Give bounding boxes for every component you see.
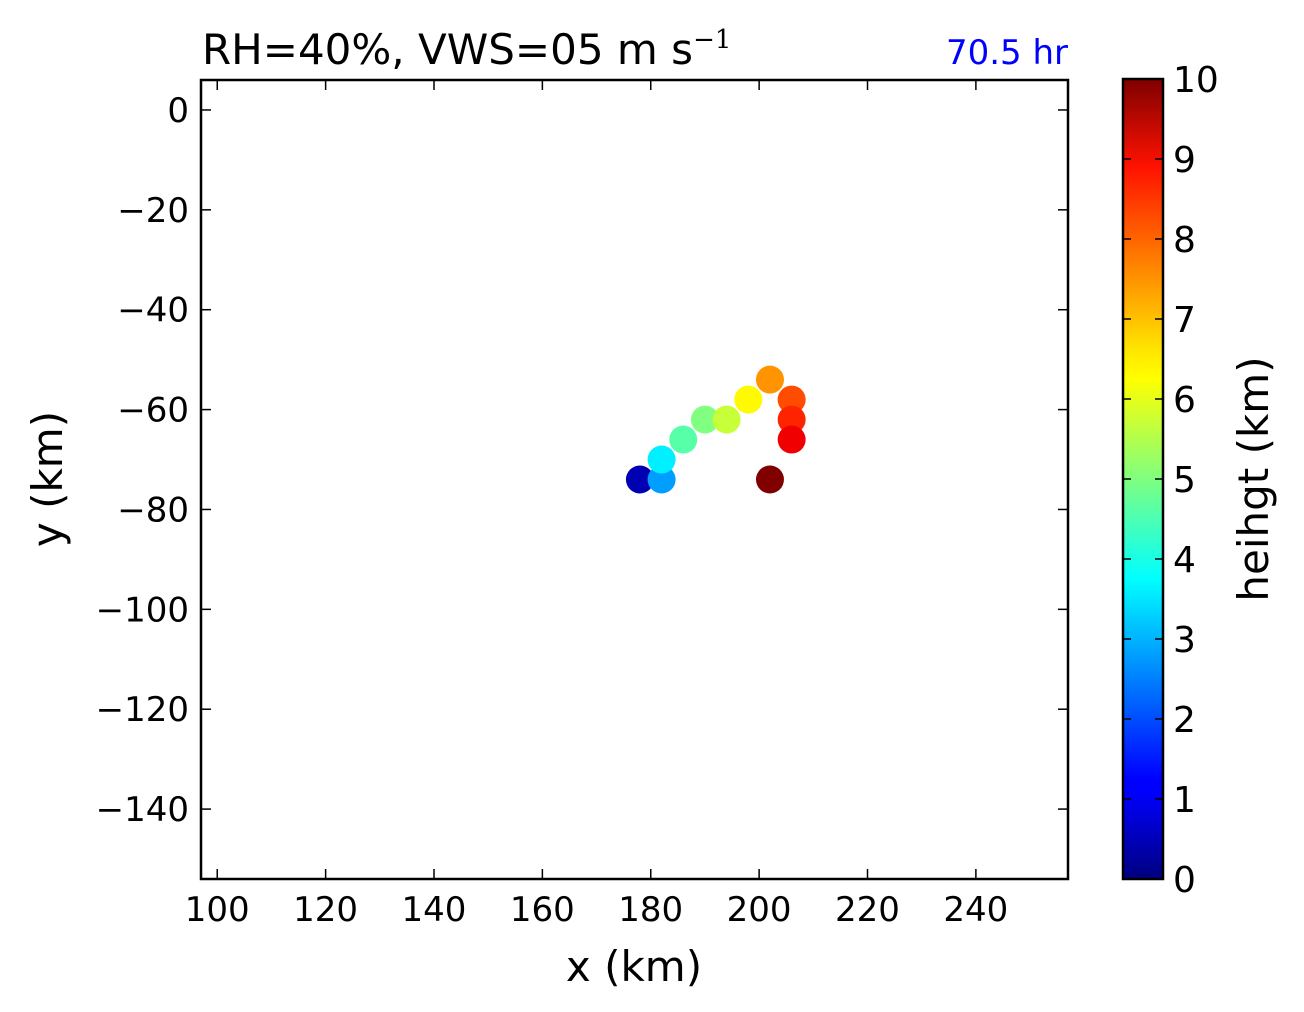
colorbar-tick-label: 9 <box>1173 140 1196 181</box>
data-point <box>777 425 806 454</box>
data-point <box>690 405 719 434</box>
x-axis-label: x (km) <box>566 942 702 991</box>
y-tick-label: −20 <box>117 191 189 231</box>
x-tick-label: 120 <box>293 890 358 930</box>
data-point <box>777 385 806 414</box>
y-tick-label: −140 <box>96 790 189 830</box>
scatter-points <box>625 365 806 494</box>
y-tick-label: −100 <box>96 590 189 630</box>
colorbar-tick-label: 8 <box>1173 220 1196 261</box>
colorbar-tick-label: 4 <box>1173 540 1196 581</box>
y-tick-label: −60 <box>117 391 189 431</box>
data-point <box>712 405 741 434</box>
colorbar-tick-label: 0 <box>1173 860 1196 901</box>
colorbar-tick-label: 2 <box>1173 700 1196 741</box>
data-point <box>734 385 763 414</box>
y-axis: 0 −20 −40 −60 −80 −100 −120 −140 <box>96 91 1068 830</box>
x-tick-label: 140 <box>402 890 467 930</box>
x-tick-label: 160 <box>510 890 575 930</box>
y-tick-label: −120 <box>96 690 189 730</box>
data-point <box>647 445 676 474</box>
y-tick-label: 0 <box>167 91 189 131</box>
y-axis-label: y (km) <box>23 411 72 547</box>
x-tick-label: 100 <box>185 890 250 930</box>
colorbar-tick-label: 10 <box>1173 60 1219 101</box>
chart-title-superscript: −1 <box>693 25 731 55</box>
colorbar-tick-label: 6 <box>1173 380 1196 421</box>
x-tick-label: 240 <box>943 890 1008 930</box>
colorbar-tick-label: 3 <box>1173 620 1196 661</box>
data-point <box>777 405 806 434</box>
chart-title: RH=40%, VWS=05 m s−1 <box>202 25 731 74</box>
data-point <box>755 465 784 494</box>
colorbar-tick-label: 7 <box>1173 300 1196 341</box>
x-tick-label: 180 <box>618 890 683 930</box>
x-tick-label: 220 <box>835 890 900 930</box>
data-point <box>625 465 654 494</box>
x-tick-label: 200 <box>727 890 792 930</box>
colorbar-tick-label: 5 <box>1173 460 1196 501</box>
colorbar-label: heihgt (km) <box>1229 356 1278 601</box>
y-tick-label: −40 <box>117 291 189 331</box>
colorbar-tick-label: 1 <box>1173 780 1196 821</box>
data-point <box>647 465 676 494</box>
data-point <box>669 425 698 454</box>
time-label: 70.5 hr <box>946 33 1068 73</box>
y-tick-label: −80 <box>117 490 189 530</box>
colorbar-ticks: 0 1 2 3 4 5 6 7 8 9 10 <box>1123 60 1219 901</box>
chart-title-main: RH=40%, VWS=05 m s <box>202 25 693 74</box>
x-axis: 100 120 140 160 180 200 220 240 <box>185 80 1008 930</box>
data-point <box>755 365 784 394</box>
